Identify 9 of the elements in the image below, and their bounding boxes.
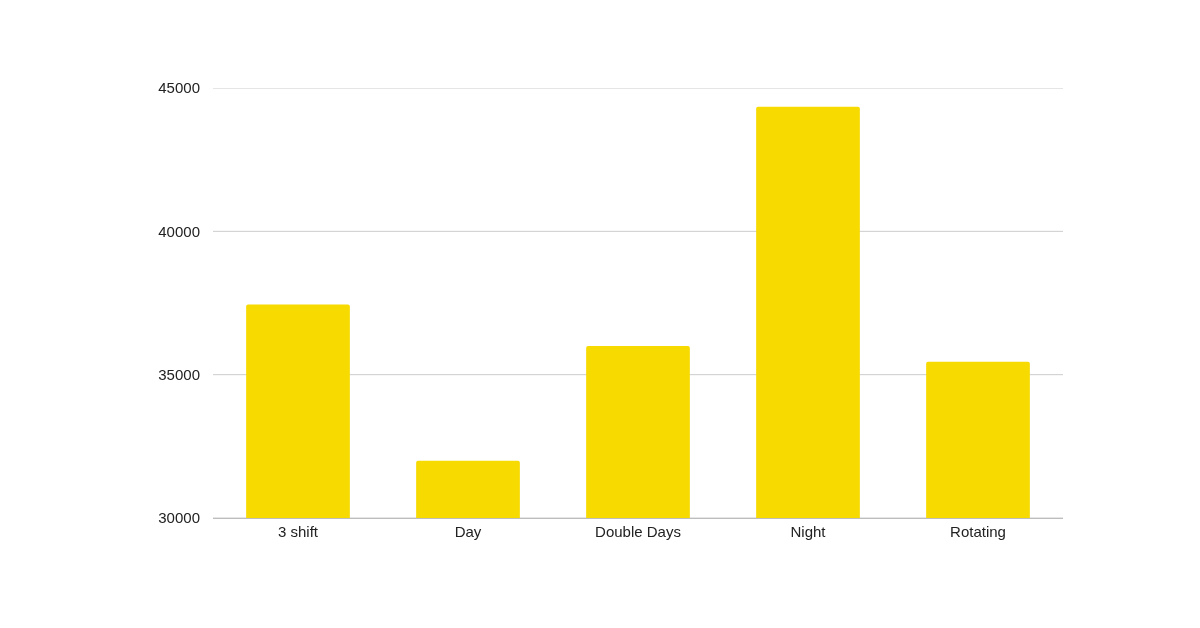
x-tick-label: Double Days — [595, 523, 681, 540]
x-tick-label: Night — [790, 523, 827, 540]
y-tick-label: 45000 — [158, 79, 200, 97]
x-tick-label: Rotating — [950, 523, 1006, 540]
y-tick-label: 40000 — [158, 222, 200, 240]
x-tick-label: Day — [454, 523, 482, 540]
x-tick-label: 3 shift — [277, 523, 319, 540]
y-tick-label: 35000 — [158, 365, 200, 383]
y-tick-label: 30000 — [158, 509, 200, 527]
